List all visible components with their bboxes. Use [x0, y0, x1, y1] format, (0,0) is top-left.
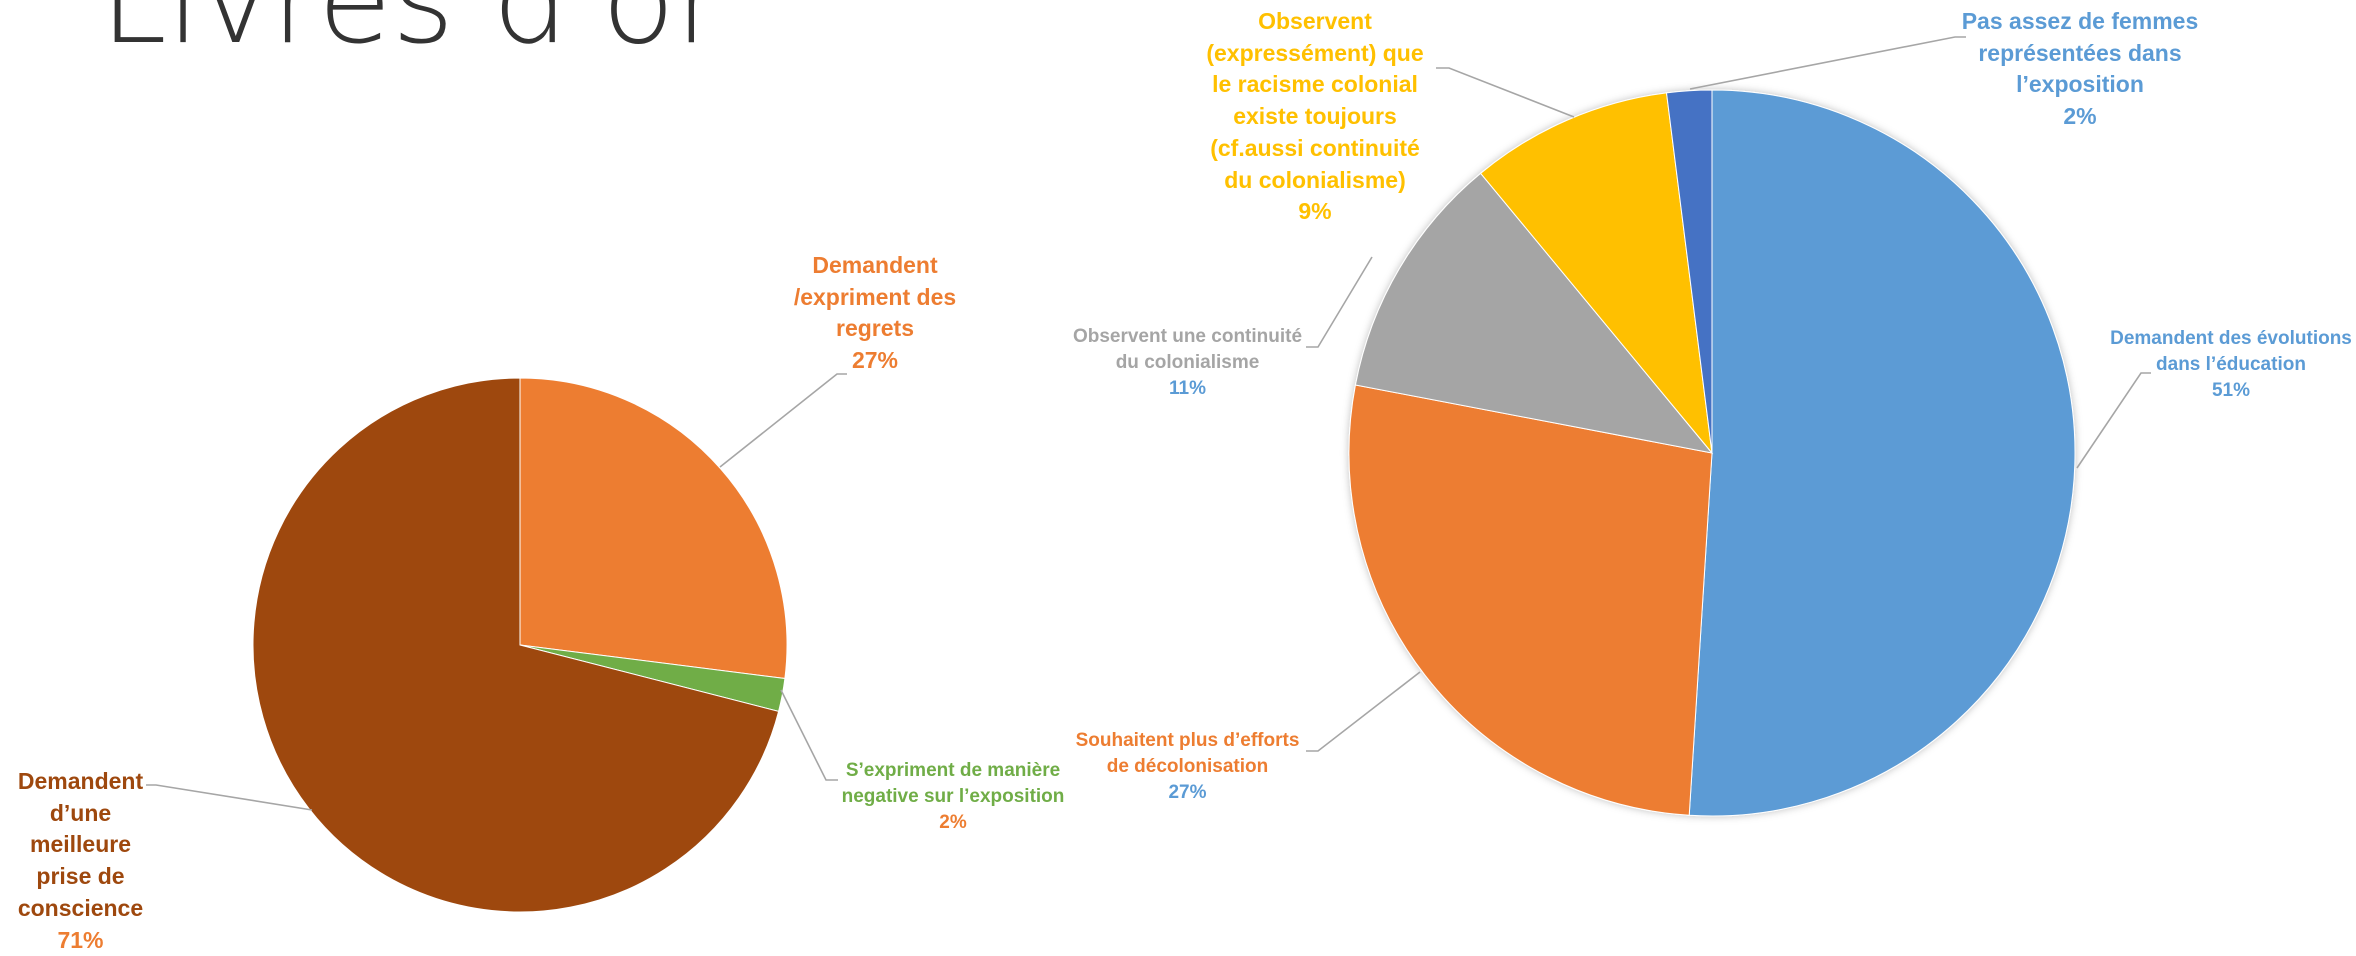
label-conscience-pct: 71% — [57, 926, 104, 953]
right-pie-slice-1 — [1348, 384, 1713, 816]
label-continuite: Observent une continuité du colonialisme… — [1070, 324, 1305, 403]
right-pie-slice-2 — [1354, 172, 1714, 454]
label-conscience: Demandent d’une meilleure prise de consc… — [8, 766, 153, 956]
left-pie-slice-0 — [519, 377, 788, 680]
label-education: Demandent des évolutions dans l’éducatio… — [2106, 326, 2356, 405]
leader-line-racisme — [1436, 67, 1575, 118]
label-education-pct: 51% — [2211, 380, 2251, 402]
right-pie-slice-4 — [1665, 89, 1713, 454]
label-decolonisation: Souhaitent plus d’efforts de décolonisat… — [1070, 728, 1305, 807]
leader-line-decolonisation — [1306, 671, 1421, 752]
label-femmes: Pas assez de femmes représentées dans l’… — [1950, 6, 2210, 133]
label-decolonisation-pct: 27% — [1168, 782, 1207, 804]
label-negative: S’expriment de manière negative sur l’ex… — [838, 758, 1068, 837]
left-pie-slice-2 — [252, 377, 780, 913]
label-femmes-pct: 2% — [2063, 103, 2097, 130]
leader-line-negative — [780, 689, 838, 781]
label-racisme-text: Observent (expressément) que le racisme … — [1206, 8, 1424, 193]
label-continuite-text: Observent une continuité du colonialisme — [1072, 326, 1303, 374]
leader-line-conscience — [146, 784, 313, 811]
right-pie-slice-3 — [1479, 92, 1713, 455]
leader-lines — [146, 36, 2151, 811]
label-negative-text: S’expriment de manière negative sur l’ex… — [841, 760, 1065, 808]
label-racisme: Observent (expressément) que le racisme … — [1195, 6, 1435, 228]
label-education-text: Demandent des évolutions dans l’éducatio… — [2110, 328, 2352, 376]
label-femmes-text: Pas assez de femmes représentées dans l’… — [1961, 8, 2199, 98]
pie-chart-left — [252, 377, 788, 913]
label-regrets-pct: 27% — [851, 347, 899, 374]
leader-line-education — [2076, 372, 2151, 469]
label-regrets: Demandent /expriment des regrets 27% — [770, 250, 980, 377]
label-regrets-text: Demandent /expriment des regrets — [793, 252, 957, 342]
label-decolonisation-text: Souhaitent plus d’efforts de décolonisat… — [1075, 730, 1300, 778]
leader-line-regrets — [719, 373, 847, 468]
label-racisme-pct: 9% — [1298, 198, 1332, 225]
slide-title: Livres d'or — [100, 0, 725, 71]
pie-chart-right — [1348, 89, 2076, 817]
label-conscience-text: Demandent d’une meilleure prise de consc… — [17, 768, 144, 921]
label-continuite-pct: 11% — [1169, 378, 1206, 400]
label-negative-pct: 2% — [939, 812, 967, 834]
right-pie-slice-0 — [1688, 89, 2076, 817]
leader-line-continuite — [1306, 256, 1373, 348]
leader-line-femmes — [1689, 36, 1966, 90]
